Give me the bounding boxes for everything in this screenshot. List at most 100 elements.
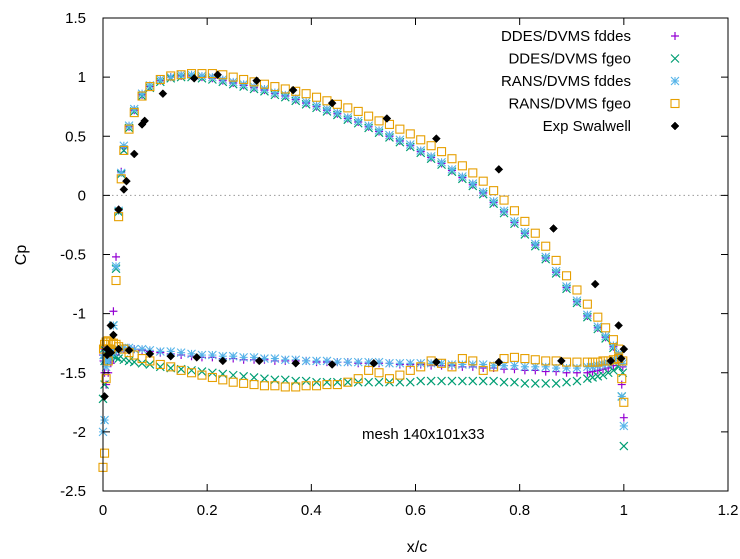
data-point [510, 377, 519, 387]
data-point [426, 376, 436, 386]
data-point [499, 354, 509, 364]
x-tick-label: 0 [99, 502, 107, 519]
data-point [228, 377, 238, 387]
data-point [582, 310, 592, 320]
data-point [374, 368, 384, 378]
data-point [291, 94, 301, 103]
data-point [609, 341, 618, 350]
data-point [109, 307, 118, 316]
data-point [103, 356, 113, 366]
data-point [197, 71, 207, 81]
data-point [530, 239, 540, 249]
data-point [562, 282, 571, 291]
data-point [311, 92, 322, 102]
data-point [426, 358, 436, 368]
data-point [520, 378, 530, 388]
data-point [384, 119, 395, 129]
data-point [137, 89, 147, 99]
data-point [541, 356, 551, 366]
data-point [176, 365, 186, 375]
data-point [109, 330, 118, 340]
data-point [207, 372, 217, 383]
data-point [249, 352, 259, 362]
data-point [572, 357, 582, 367]
data-point [478, 176, 488, 186]
data-point [405, 129, 415, 139]
data-point [447, 376, 457, 386]
data-point [207, 350, 217, 360]
y-tick-label: -2 [73, 424, 86, 441]
data-point [280, 355, 290, 365]
data-point [478, 376, 488, 386]
data-point [617, 380, 626, 389]
data-point [140, 116, 150, 126]
data-point [187, 349, 196, 359]
data-point [588, 362, 597, 372]
legend-marker [670, 98, 680, 109]
x-tick-label: 0.6 [405, 502, 426, 519]
data-point [137, 358, 147, 368]
x-tick-label: 1.2 [718, 502, 739, 519]
data-point [197, 69, 207, 79]
data-point [489, 376, 499, 386]
data-point [114, 344, 123, 354]
data-point [374, 125, 384, 135]
data-point [478, 360, 488, 369]
data-point [213, 70, 222, 80]
data-point [259, 381, 270, 391]
data-point [166, 71, 176, 81]
data-point [468, 356, 478, 366]
data-point [468, 179, 478, 188]
legend-label: RANS/DVMS fddes [501, 73, 631, 90]
data-point [155, 362, 165, 372]
data-point [260, 84, 269, 94]
data-point [416, 376, 426, 386]
data-point [588, 357, 598, 367]
data-point [186, 368, 197, 378]
data-point [218, 369, 228, 379]
data-point [119, 141, 129, 151]
data-point [499, 361, 509, 371]
data-point [332, 357, 342, 367]
data-point [119, 343, 129, 353]
data-point [158, 89, 168, 99]
y-tick-label: 0.5 [65, 128, 86, 145]
y-tick-label: 1 [78, 69, 86, 86]
data-point [189, 73, 199, 83]
data-point [239, 352, 249, 362]
data-point [551, 378, 561, 388]
data-point [431, 134, 441, 143]
data-point [291, 382, 301, 392]
data-point [457, 172, 467, 181]
data-point [280, 84, 290, 94]
legend-item: Exp Swalwell [543, 118, 680, 135]
data-point [489, 196, 499, 206]
data-point [228, 351, 238, 361]
data-point [478, 365, 488, 375]
data-point [187, 365, 196, 375]
data-point [374, 116, 384, 126]
data-point [551, 266, 561, 276]
data-point [562, 363, 571, 373]
axes: 0 0.2 0.4 0.6 0.8 1 1.2 1.5 1 0.5 0 -0.5 -1 -1.5 -2 -2.… [60, 10, 738, 519]
legend-item: RANS/DVMS fgeo [508, 96, 680, 113]
data-point [520, 362, 530, 372]
y-tick-label: -2.5 [60, 483, 86, 500]
data-point [343, 112, 353, 122]
data-point [102, 350, 112, 360]
data-point [608, 335, 618, 345]
data-point [541, 378, 551, 388]
data-point [270, 82, 280, 92]
data-point [301, 356, 311, 366]
data-point [270, 354, 280, 363]
y-tick-label: -1.5 [60, 365, 86, 382]
data-point [301, 89, 311, 99]
data-point [494, 357, 504, 367]
data-point [364, 121, 374, 130]
series-square [98, 69, 629, 472]
data-point [119, 185, 129, 194]
data-point [176, 70, 186, 80]
data-point [478, 187, 488, 197]
x-tick-label: 0.2 [197, 502, 218, 519]
data-point [598, 370, 608, 380]
